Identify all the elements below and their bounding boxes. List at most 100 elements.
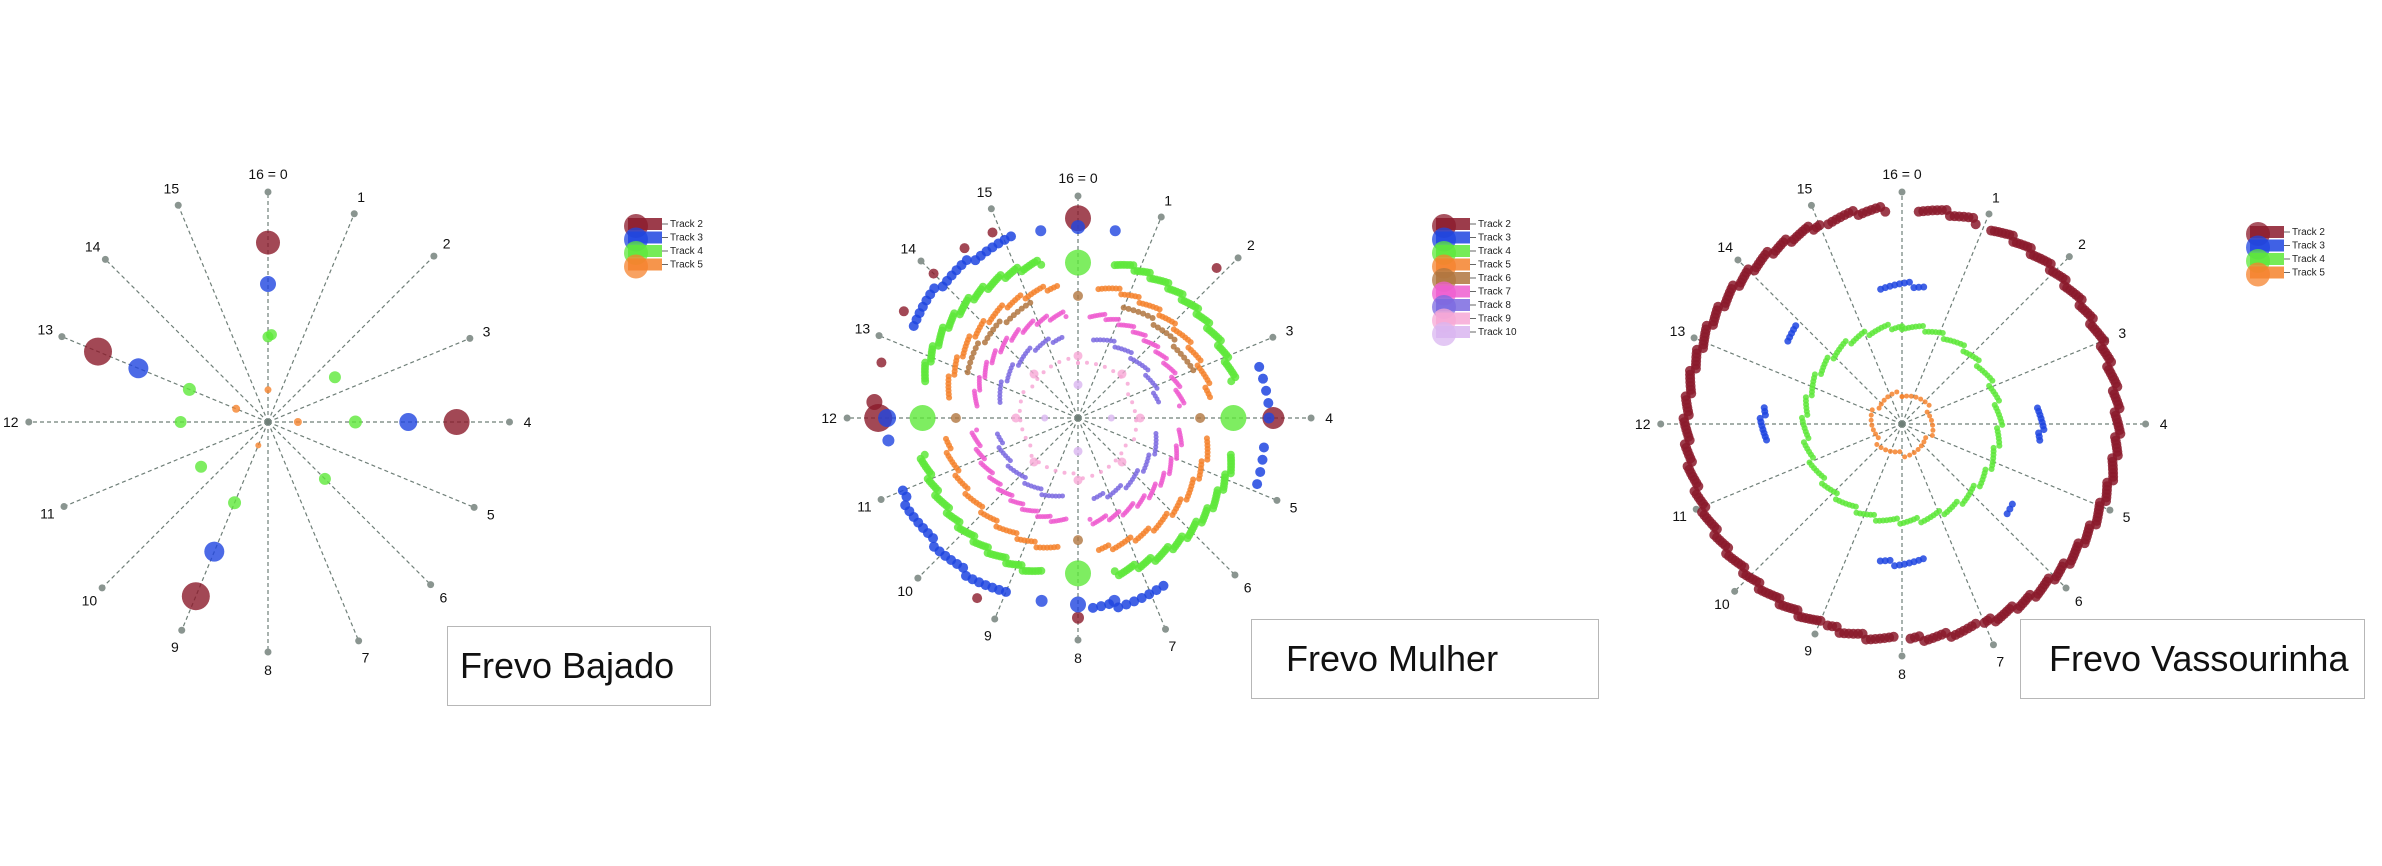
data-point	[966, 333, 973, 340]
data-point	[1132, 409, 1137, 414]
spoke-tick-label: 2	[2078, 236, 2086, 252]
spoke-tick-label: 8	[1898, 666, 1906, 682]
data-point	[1072, 611, 1084, 624]
data-point	[1115, 316, 1121, 322]
data-point	[1125, 381, 1130, 386]
data-point	[1897, 449, 1903, 455]
data-point	[264, 386, 272, 394]
data-point	[962, 490, 969, 497]
data-point	[1073, 535, 1083, 546]
spoke-end-dot	[1074, 636, 1082, 644]
data-point	[1904, 393, 1910, 399]
data-point	[1884, 321, 1891, 328]
data-point	[1010, 362, 1016, 368]
data-point	[1023, 435, 1028, 440]
data-point	[1876, 405, 1882, 411]
spoke-tick-label: 1	[1992, 189, 2000, 205]
spoke-tick-label: 1	[357, 189, 365, 205]
data-point	[1158, 482, 1164, 488]
data-point	[984, 335, 991, 342]
data-point	[1891, 562, 1899, 570]
legend-label: Track 2	[1478, 219, 1511, 230]
spoke-tick-label: 1	[1164, 192, 1172, 208]
spoke-end-dot	[875, 332, 883, 340]
data-point	[1206, 394, 1213, 401]
spoke-tick-label: 14	[85, 239, 101, 255]
data-point	[1908, 393, 1914, 399]
data-point	[1184, 358, 1191, 365]
data-point	[1869, 407, 1875, 413]
legend-label: Track 4	[1478, 246, 1511, 257]
legend: Track 2 Track 3 Track 4 Track 5	[2246, 222, 2325, 287]
data-point	[174, 416, 187, 428]
data-point	[1018, 399, 1023, 404]
data-point	[1806, 459, 1813, 466]
data-point	[972, 593, 983, 604]
data-point	[1999, 421, 2006, 428]
data-point	[1920, 283, 1928, 291]
legend-label: Track 9	[1478, 314, 1511, 325]
spoke-line	[181, 421, 269, 631]
data-point	[1930, 422, 1936, 428]
legend: Track 2 Track 3 Track 4 Track 5 Track 6 Track…	[1432, 214, 1517, 346]
data-point	[232, 404, 241, 413]
data-point	[1073, 446, 1083, 456]
data-point	[1028, 443, 1033, 448]
spoke-end-dot	[843, 414, 851, 422]
data-point	[328, 371, 341, 384]
data-point	[1869, 422, 1875, 428]
data-point	[1822, 620, 1833, 631]
data-point	[1872, 517, 1879, 524]
data-point	[1033, 544, 1040, 551]
data-point	[1054, 283, 1061, 290]
spoke-line	[1693, 337, 1903, 425]
data-point	[983, 549, 992, 558]
spoke-tick-label: 7	[362, 649, 370, 665]
spoke-line	[1077, 257, 1239, 419]
data-point	[987, 227, 998, 238]
data-point	[260, 276, 276, 292]
spoke-tick-label: 8	[264, 662, 272, 678]
data-point	[1911, 450, 1917, 456]
spoke-end-dot	[1231, 571, 1239, 579]
data-point	[1073, 475, 1083, 485]
data-point	[1905, 278, 1913, 286]
data-point	[1885, 394, 1891, 400]
data-point	[1063, 314, 1069, 320]
data-point	[1918, 396, 1924, 402]
data-point	[256, 230, 280, 255]
data-point	[1109, 546, 1116, 553]
data-point	[929, 283, 940, 294]
spoke-tick-label: 11	[1672, 508, 1687, 524]
data-point	[1073, 380, 1083, 390]
data-point	[1116, 285, 1123, 292]
data-point	[1087, 602, 1098, 613]
data-point	[1155, 344, 1161, 350]
spoke-end-dot	[101, 255, 109, 263]
data-point	[1263, 398, 1274, 409]
data-point	[1022, 480, 1028, 486]
data-point	[970, 349, 977, 356]
data-point	[1017, 408, 1022, 413]
spoke-line	[1814, 423, 1903, 635]
spoke-end-dot	[917, 257, 925, 265]
data-point	[1171, 320, 1178, 327]
data-point	[1022, 302, 1029, 309]
data-point	[1907, 452, 1913, 458]
data-point	[1109, 225, 1121, 237]
data-point	[1832, 496, 1839, 503]
data-point	[1181, 400, 1187, 406]
data-point	[1123, 485, 1129, 491]
data-point	[1096, 601, 1107, 612]
data-point	[1255, 466, 1266, 477]
spoke-end-dot	[506, 418, 513, 426]
data-point	[1060, 309, 1066, 315]
data-point	[1926, 402, 1932, 408]
data-point	[1066, 356, 1071, 361]
data-point	[1140, 310, 1147, 317]
data-point	[1163, 355, 1169, 361]
data-point	[1111, 338, 1117, 344]
series-track-6	[950, 290, 1206, 546]
data-point	[969, 430, 975, 436]
data-point	[1219, 485, 1228, 494]
